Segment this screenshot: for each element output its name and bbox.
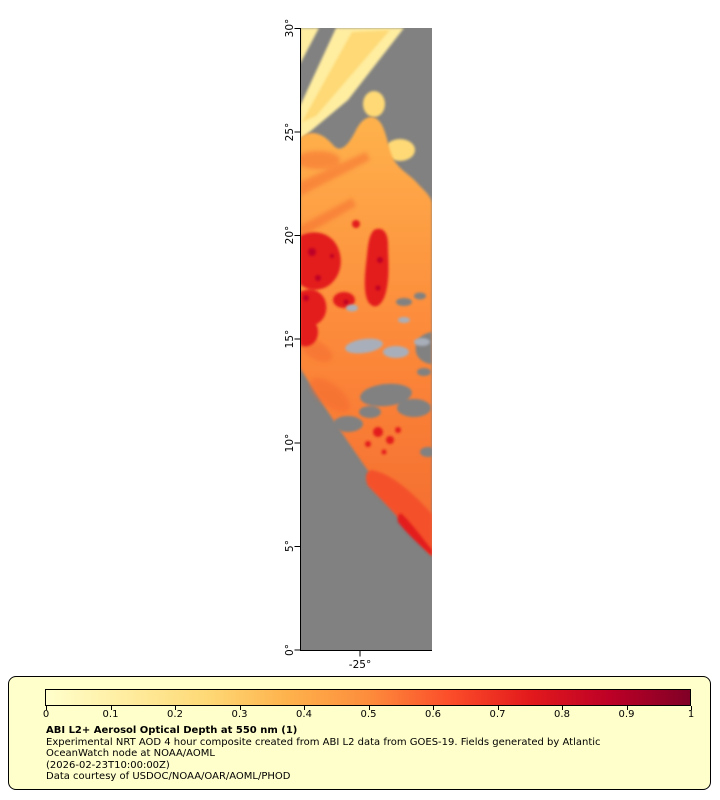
- red-patch: [373, 427, 383, 437]
- map-data-area: [300, 28, 432, 650]
- lat-tick-label: 20°: [284, 226, 296, 245]
- dark-red-dot: [375, 285, 381, 291]
- colorbar: [45, 689, 691, 706]
- colorbar-gradient: [45, 689, 691, 706]
- dark-red-dot: [315, 275, 321, 281]
- aod-streak: [300, 152, 370, 196]
- aod-patch: [385, 139, 415, 161]
- lat-tick-label: 30°: [284, 19, 296, 38]
- aod-patch: [300, 151, 340, 169]
- lon-tick-label: -25°: [349, 659, 371, 671]
- cloud-fleck: [383, 346, 409, 358]
- lat-tick-label: 5°: [284, 540, 296, 552]
- cloud-fleck: [345, 338, 383, 354]
- colorbar-tick: [239, 706, 241, 710]
- aod-streak: [300, 28, 404, 140]
- red-patch: [365, 441, 371, 447]
- red-patch: [386, 436, 394, 444]
- colorbar-tick: [626, 706, 628, 710]
- red-patch: [364, 228, 389, 307]
- colorbar-tick: [304, 706, 305, 710]
- legend-title: ABI L2+ Aerosol Optical Depth at 550 nm …: [46, 725, 298, 736]
- low-aod-patches: [302, 30, 415, 161]
- dark-red-dot: [377, 257, 383, 263]
- colorbar-tick-label: 0.7: [489, 709, 506, 720]
- red-patch: [333, 292, 355, 308]
- dark-red-dot: [330, 254, 334, 258]
- legend-description-line1: Experimental NRT AOD 4 hour composite cr…: [46, 736, 601, 748]
- cloud-fleck: [398, 317, 410, 323]
- colorbar-tick-label: 0.9: [618, 709, 635, 720]
- colorbar-tick-label: 0.5: [360, 709, 377, 720]
- dust-plume: [300, 116, 432, 557]
- cloud-gap: [396, 298, 412, 306]
- red-patch: [381, 449, 387, 455]
- cloud-gap: [417, 368, 431, 376]
- cloud-gap: [333, 416, 363, 432]
- legend-caption: ABI L2+ Aerosol Optical Depth at 550 nm …: [46, 725, 601, 783]
- colorbar-tick-label: 0.1: [102, 709, 119, 720]
- colorbar-tick-label: 0.6: [425, 709, 441, 720]
- cloud-fleck: [414, 338, 430, 346]
- colorbar-tick: [175, 706, 176, 710]
- cloud-fleck: [346, 304, 358, 312]
- red-patch: [321, 247, 339, 261]
- dark-red-dot: [343, 299, 349, 305]
- colorbar-tick-label: 0: [42, 709, 50, 720]
- legend-timestamp: (2026-02-23T10:00:00Z): [46, 759, 170, 771]
- axis-labels: 30° 25° 20° 15° 10° 5° 0° -25°: [284, 19, 371, 671]
- legend-credit: Data courtesy of USDOC/NOAA/OAR/AOML/PHO…: [46, 771, 291, 782]
- lat-tick-label: 10°: [284, 434, 296, 453]
- dark-red-dot: [303, 295, 309, 301]
- colorbar-tick-label: 0.8: [554, 709, 570, 720]
- colorbar-tick-label: 0.3: [231, 709, 248, 720]
- lat-tick-label: 25°: [284, 123, 296, 142]
- lat-tick-label: 15°: [284, 330, 296, 349]
- cloud-gap: [359, 406, 381, 418]
- red-patch: [300, 232, 341, 290]
- colorbar-tick: [110, 706, 112, 710]
- colorbar-tick: [433, 706, 434, 710]
- cloud-flecks: [345, 304, 430, 358]
- colorbar-tick: [497, 706, 499, 710]
- low-aod-streaks: [300, 28, 404, 140]
- colorbar-legend: 0 0.1 0.2 0.3 0.4 0.5 0.6 0.7 0.8 0.9 1 …: [8, 676, 711, 790]
- colorbar-tick-label: 1: [687, 709, 695, 720]
- red-patch: [395, 427, 401, 433]
- colorbar-tick: [691, 706, 692, 710]
- red-patch: [397, 513, 432, 556]
- extreme-aod-dots: [303, 248, 383, 305]
- aod-streak: [300, 28, 319, 64]
- aod-patch: [309, 377, 351, 413]
- colorbar-tick: [562, 706, 563, 710]
- aod-patch: [363, 91, 385, 117]
- cloud-gap: [360, 383, 412, 407]
- colorbar-tick-label: 0.2: [167, 709, 183, 720]
- red-patch: [300, 318, 318, 347]
- aod-streak: [302, 30, 390, 122]
- colorbar-tick: [46, 706, 47, 710]
- dark-red-dot: [308, 248, 316, 256]
- axes: [294, 28, 432, 657]
- lat-tick-label: 0°: [284, 644, 296, 656]
- colorbar-tick-label: 0.4: [296, 709, 312, 720]
- cloud-gap: [397, 399, 431, 417]
- cloud-gap: [414, 292, 426, 300]
- red-patch: [352, 220, 360, 228]
- aod-streak: [300, 198, 356, 238]
- cloud-gap: [420, 447, 432, 457]
- legend-description-line2: OceanWatch node at NOAA/AOML: [46, 748, 215, 759]
- colorbar-tick: [368, 706, 370, 710]
